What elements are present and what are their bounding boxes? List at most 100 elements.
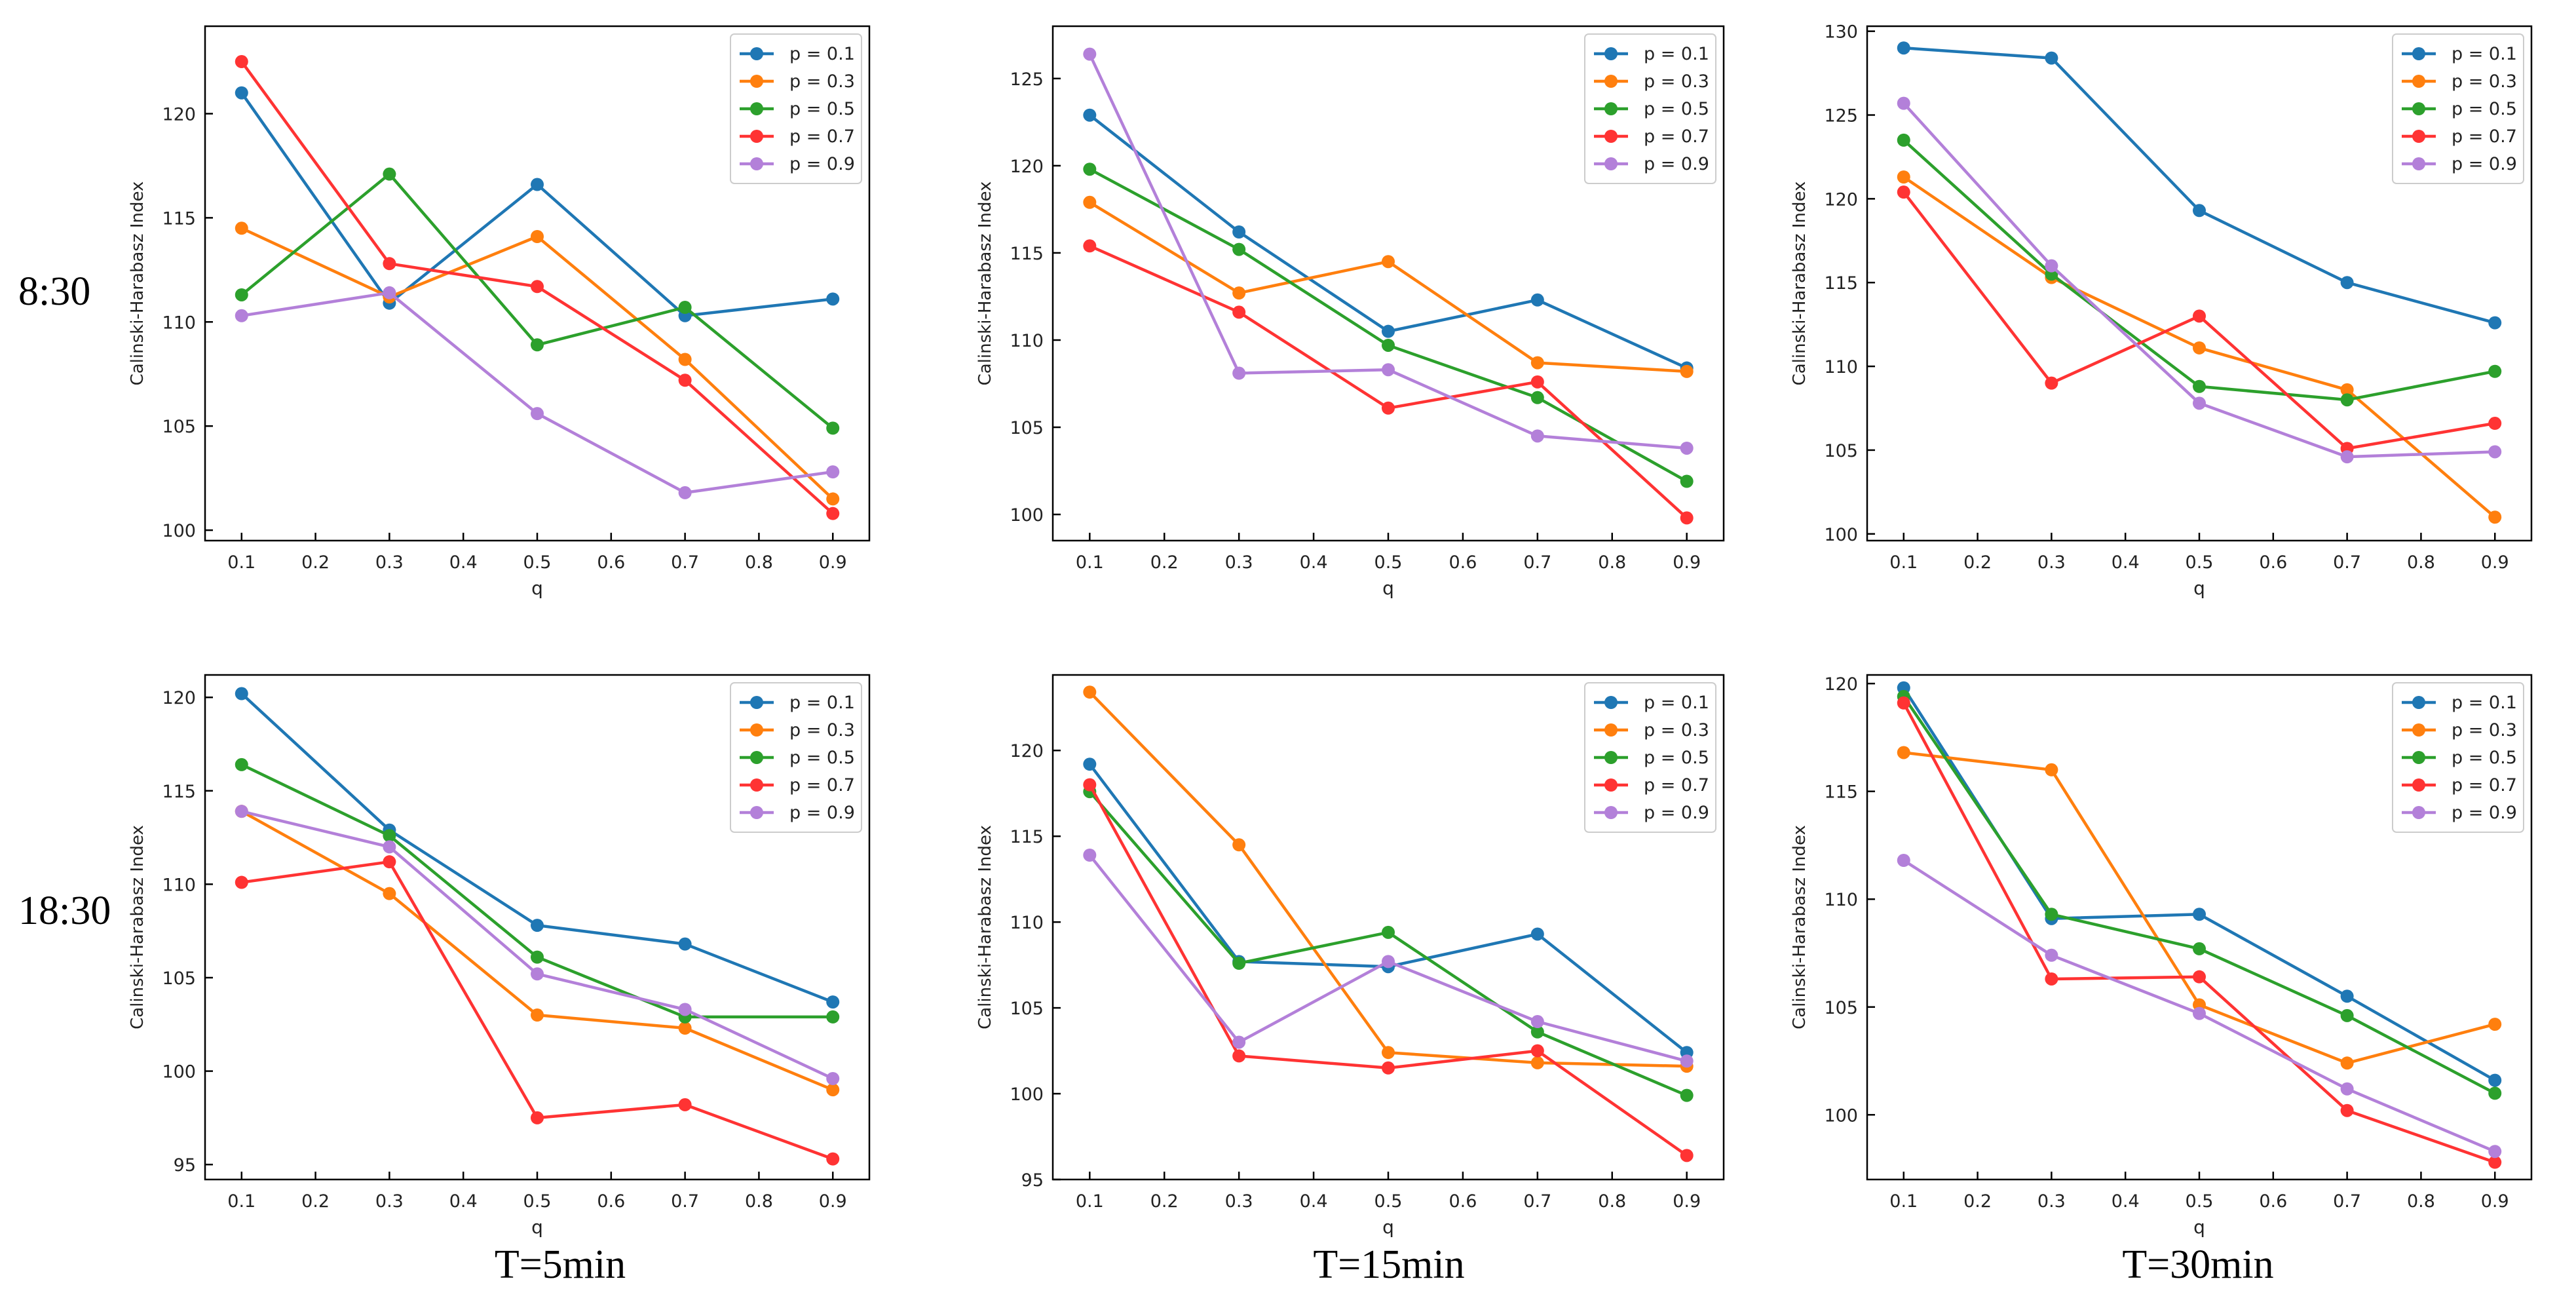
data-point [2340,989,2354,1003]
legend-label: p = 0.3 [1644,720,1709,740]
legend-label: p = 0.7 [2452,775,2517,796]
data-point [1083,239,1097,253]
x-tick-label: 0.6 [1449,1191,1477,1212]
data-point [678,937,692,951]
legend-swatch-marker [750,751,763,764]
x-tick-label: 0.1 [1076,552,1104,573]
x-tick-label: 0.6 [2259,1191,2287,1212]
legend-box [1584,33,1716,184]
legend-swatch-marker [1604,157,1618,170]
x-tick-label: 0.1 [1889,552,1918,573]
y-axis-label: Calinski-Harabasz Index [1790,182,1809,386]
data-point [826,1010,840,1024]
legend-label: p = 0.5 [1644,99,1709,119]
x-tick-label: 0.1 [1889,1191,1918,1212]
legend-swatch-marker [1604,696,1618,709]
legend-swatch-marker [750,47,763,60]
data-point [1382,1046,1395,1060]
data-point [678,1098,692,1111]
data-point [826,465,840,479]
data-point [1530,293,1544,307]
data-point [1382,255,1395,269]
plot-panel-4: 0.1 0.2 0.3 0.4 0.5 0.6 0.7 0.8 0.9 95 100 105 110 11… [128,674,871,1238]
x-tick-label: 0.6 [1449,552,1477,573]
x-tick-label: 0.9 [2481,1191,2509,1212]
data-point [2045,51,2058,65]
data-point [2193,908,2206,921]
data-point [1382,338,1395,352]
data-point [2340,393,2354,407]
y-axis-label: Calinski-Harabasz Index [975,182,995,386]
data-point [2193,379,2206,393]
legend-label: p = 0.5 [789,99,855,119]
data-point [383,887,396,900]
legend-label: p = 0.7 [2452,126,2517,147]
legend-swatch-marker [2412,75,2425,88]
x-tick-label: 0.7 [1523,1191,1551,1212]
data-point [1232,225,1246,239]
legend-swatch-marker [750,696,763,709]
data-point [531,280,544,294]
legend-swatch-marker [1604,751,1618,764]
data-point [678,1003,692,1016]
y-tick-label: 110 [162,313,196,333]
legend-swatch-marker [2412,806,2425,819]
data-point [2045,908,2058,921]
data-point [2045,376,2058,390]
x-axis-label: q [531,577,543,599]
y-tick-label: 120 [1824,189,1858,210]
x-tick-label: 0.3 [2037,552,2066,573]
plot-panel-2: 0.1 0.2 0.3 0.4 0.5 0.6 0.7 0.8 0.9 100 105 110 115 1… [975,25,1725,599]
data-point [1083,195,1097,209]
plot-panel-6: 0.1 0.2 0.3 0.4 0.5 0.6 0.7 0.8 0.9 100 105 110 115 1… [1790,674,2533,1238]
data-point [2488,1145,2502,1159]
y-tick-label: 120 [1010,741,1044,761]
legend-swatch-marker [2412,778,2425,792]
legend-label: p = 0.7 [1644,126,1709,147]
x-axis-label: q [2193,1216,2205,1238]
data-point [1680,1088,1694,1102]
legend-label: p = 0.1 [2452,693,2517,713]
legend-swatch-marker [750,723,763,737]
data-point [2488,1018,2502,1031]
x-tick-label: 0.2 [1150,552,1179,573]
x-tick-label: 0.7 [1523,552,1551,573]
legend-label: p = 0.3 [789,720,855,740]
legend: p = 0.1 p = 0.3 p = 0.5 p = 0.7 p = 0.9 [1584,33,1716,184]
data-point [1680,511,1694,525]
data-point [383,829,396,843]
x-tick-label: 0.3 [375,552,404,573]
x-tick-label: 0.2 [301,1191,330,1212]
x-tick-label: 0.5 [2186,1191,2214,1212]
data-point [1232,838,1246,852]
data-point [531,1111,544,1124]
data-point [2488,1073,2502,1087]
data-point [1083,849,1097,862]
data-point [1382,1061,1395,1075]
y-tick-label: 115 [1824,782,1858,803]
data-point [1083,108,1097,122]
data-point [1382,925,1395,939]
y-tick-label: 115 [162,208,196,229]
data-point [1897,853,1910,867]
x-tick-label: 0.4 [2112,1191,2140,1212]
x-tick-label: 0.8 [2407,1191,2435,1212]
x-tick-label: 0.9 [2481,552,2509,573]
y-tick-label: 105 [1824,998,1858,1018]
data-point [1680,441,1694,455]
data-point [1232,305,1246,319]
data-point [1382,363,1395,377]
data-point [2045,972,2058,986]
x-tick-label: 0.3 [2037,1191,2066,1212]
data-point [1530,375,1544,389]
y-tick-label: 100 [162,1062,196,1083]
x-tick-label: 0.5 [523,552,552,573]
y-tick-label: 100 [162,521,196,541]
y-tick-label: 120 [162,688,196,708]
y-tick-label: 120 [1824,674,1858,695]
y-tick-label: 115 [1824,273,1858,294]
y-axis-label: Calinski-Harabasz Index [1790,825,1809,1029]
data-point [383,840,396,854]
legend-box [2392,682,2524,833]
row-label-evening: 18:30 [18,889,111,933]
